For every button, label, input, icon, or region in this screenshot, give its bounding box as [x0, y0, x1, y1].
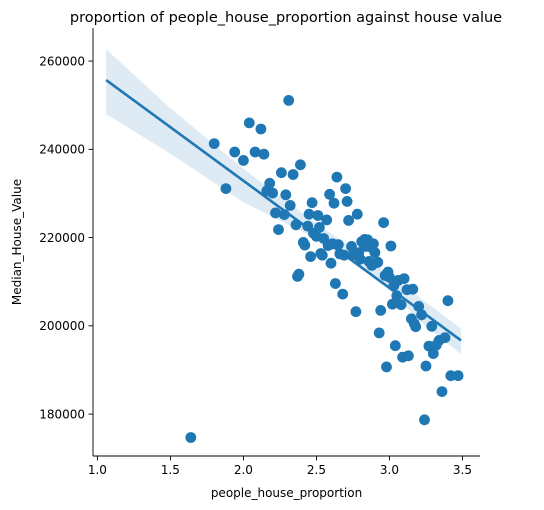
y-axis-label: Median_House_Value — [10, 179, 24, 305]
x-tick-label: 1.0 — [88, 463, 107, 477]
scatter-point — [208, 138, 220, 150]
scatter-point — [229, 146, 241, 158]
chart-title: proportion of people_house_proportion ag… — [70, 10, 502, 26]
scatter-point — [305, 251, 316, 262]
scatter-point — [407, 283, 419, 295]
scatter-point — [270, 207, 281, 219]
scatter-point — [343, 215, 354, 226]
scatter-point — [331, 171, 343, 183]
scatter-point — [295, 159, 306, 171]
scatter-point — [312, 210, 324, 221]
scatter-point — [220, 183, 232, 195]
scatter-point — [385, 240, 397, 252]
scatter-point — [384, 271, 395, 283]
scatter-point — [325, 257, 337, 269]
scatter-point — [351, 208, 363, 220]
scatter-point — [452, 370, 464, 382]
regression-line — [105, 79, 462, 342]
y-tick-label: 180000 — [39, 407, 85, 421]
y-tick-label: 220000 — [39, 231, 85, 245]
scatter-point — [350, 306, 362, 318]
scatter-point — [238, 155, 249, 166]
x-axis-label: people_house_proportion — [211, 486, 362, 500]
scatter-point — [419, 414, 430, 426]
scatter-point — [375, 305, 387, 316]
scatter-point — [185, 432, 197, 443]
scatter-point — [346, 241, 357, 252]
scatter-point — [340, 183, 351, 195]
scatter-point — [314, 222, 325, 233]
scatter-point — [395, 299, 407, 311]
scatter-point — [328, 197, 340, 209]
scatter-point — [439, 332, 451, 344]
scatter-point — [442, 295, 454, 307]
scatter-point — [403, 350, 414, 362]
x-tick-label: 2.5 — [307, 463, 326, 477]
scatter-point — [413, 301, 425, 312]
scatter-point — [316, 249, 328, 261]
scatter-point — [426, 320, 438, 332]
scatter-point — [341, 196, 353, 207]
scatter-point — [280, 189, 292, 201]
scatter-point — [299, 239, 311, 251]
scatter-point — [369, 247, 381, 258]
scatter-point — [387, 298, 398, 310]
scatter-point — [284, 200, 296, 211]
scatter-point — [427, 348, 439, 359]
scatter-point — [264, 177, 276, 189]
scatter-point — [321, 214, 333, 226]
scatter-point — [373, 327, 385, 339]
scatter-point — [293, 268, 305, 280]
y-tick-label: 200000 — [39, 319, 85, 333]
scatter-point — [287, 169, 299, 180]
confidence-band — [106, 49, 461, 355]
scatter-point — [273, 224, 284, 236]
x-tick-label: 3.5 — [453, 463, 472, 477]
scatter-point — [324, 188, 335, 200]
scatter-point — [354, 253, 366, 265]
x-tick-label: 2.0 — [234, 463, 253, 477]
x-axis-ticks: 1.0 1.5 2.0 2.5 3.0 3.5 — [88, 456, 472, 477]
scatter-point — [267, 187, 278, 199]
scatter-point — [306, 197, 318, 209]
scatter-point — [398, 273, 410, 284]
scatter-point — [337, 288, 349, 300]
scatter-point — [283, 95, 295, 106]
scatter-point — [436, 386, 448, 397]
scatter-point — [330, 278, 341, 289]
scatter-point — [372, 256, 384, 268]
x-tick-label: 3.0 — [380, 463, 399, 477]
scatter-point — [391, 290, 403, 302]
scatter-point — [378, 217, 389, 229]
scatter-point — [276, 167, 287, 179]
scatter-point — [410, 321, 422, 333]
y-tick-label: 260000 — [39, 54, 85, 68]
scatter-point — [389, 340, 401, 352]
y-tick-label: 240000 — [39, 143, 85, 157]
y-axis-ticks: 180000 200000 220000 240000 260000 — [39, 54, 93, 421]
scatter-point — [381, 361, 392, 373]
axes-spines — [92, 28, 480, 457]
scatter-point — [243, 117, 255, 129]
scatter-points — [185, 95, 464, 443]
scatter-point — [303, 208, 315, 220]
scatter-point — [249, 146, 261, 158]
scatter-point — [255, 123, 267, 135]
scatter-point — [420, 360, 432, 372]
plot-area — [105, 49, 464, 443]
x-tick-label: 1.5 — [161, 463, 180, 477]
scatter-point — [258, 148, 270, 160]
scatter-point — [368, 238, 379, 250]
